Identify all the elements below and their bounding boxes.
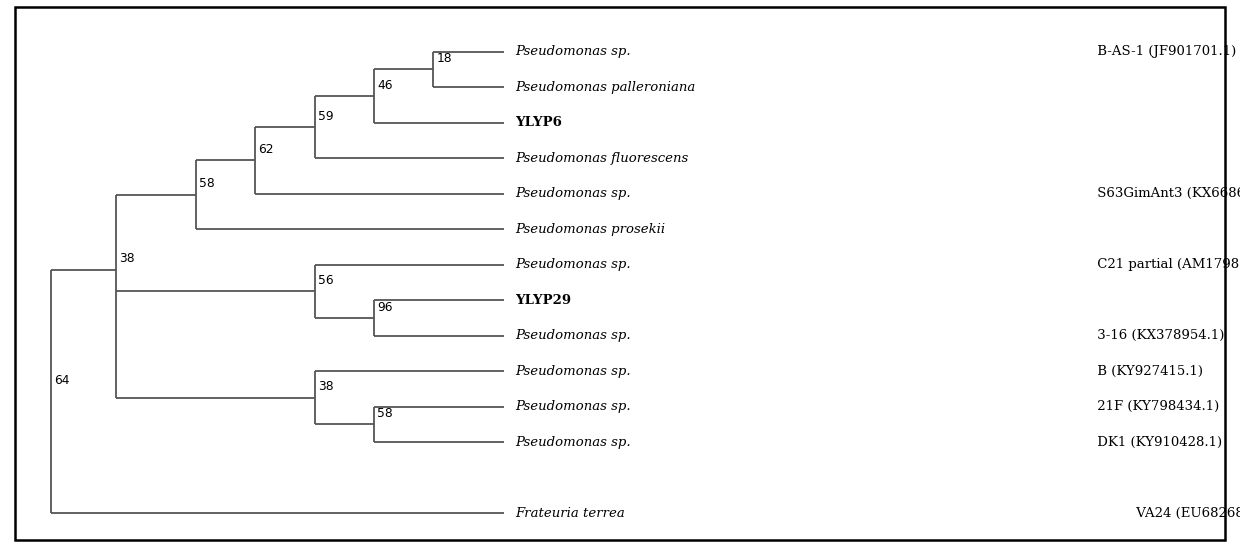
- Text: 3-16 (KX378954.1): 3-16 (KX378954.1): [1092, 329, 1224, 342]
- Text: 64: 64: [53, 374, 69, 387]
- Text: Pseudomonas sp.: Pseudomonas sp.: [515, 258, 631, 271]
- Text: 96: 96: [377, 301, 392, 313]
- Text: 58: 58: [377, 407, 393, 420]
- Text: Pseudomonas prosekii: Pseudomonas prosekii: [515, 223, 665, 236]
- Text: YLYP6: YLYP6: [515, 116, 562, 129]
- Text: 18: 18: [436, 52, 451, 65]
- Text: 58: 58: [200, 177, 215, 190]
- Text: Pseudomonas sp.: Pseudomonas sp.: [515, 435, 631, 449]
- Text: 38: 38: [317, 381, 334, 393]
- Text: Pseudomonas sp.: Pseudomonas sp.: [515, 329, 631, 342]
- Text: YLYP29: YLYP29: [515, 294, 572, 307]
- Text: Frateuria terrea: Frateuria terrea: [515, 507, 625, 520]
- Text: Pseudomonas sp.: Pseudomonas sp.: [515, 45, 631, 58]
- Text: Pseudomonas palleroniana: Pseudomonas palleroniana: [515, 80, 696, 94]
- Text: Pseudomonas fluorescens: Pseudomonas fluorescens: [515, 152, 688, 165]
- Text: 56: 56: [317, 274, 334, 287]
- Text: 59: 59: [317, 110, 334, 123]
- Text: 38: 38: [119, 252, 135, 265]
- Text: Pseudomonas sp.: Pseudomonas sp.: [515, 187, 631, 200]
- Text: S63GimAnt3 (KX668624.1): S63GimAnt3 (KX668624.1): [1092, 187, 1240, 200]
- Text: Pseudomonas sp.: Pseudomonas sp.: [515, 365, 631, 377]
- Text: Pseudomonas sp.: Pseudomonas sp.: [515, 400, 631, 413]
- Text: VA24 (EU682683.1): VA24 (EU682683.1): [1132, 507, 1240, 520]
- Text: 21F (KY798434.1): 21F (KY798434.1): [1092, 400, 1219, 413]
- Text: B-AS-1 (JF901701.1): B-AS-1 (JF901701.1): [1092, 45, 1236, 58]
- Text: 62: 62: [258, 143, 274, 156]
- Text: 46: 46: [377, 79, 392, 92]
- Text: C21 partial (AM179883.1): C21 partial (AM179883.1): [1092, 258, 1240, 271]
- Text: DK1 (KY910428.1): DK1 (KY910428.1): [1092, 435, 1223, 449]
- Text: B (KY927415.1): B (KY927415.1): [1092, 365, 1203, 377]
